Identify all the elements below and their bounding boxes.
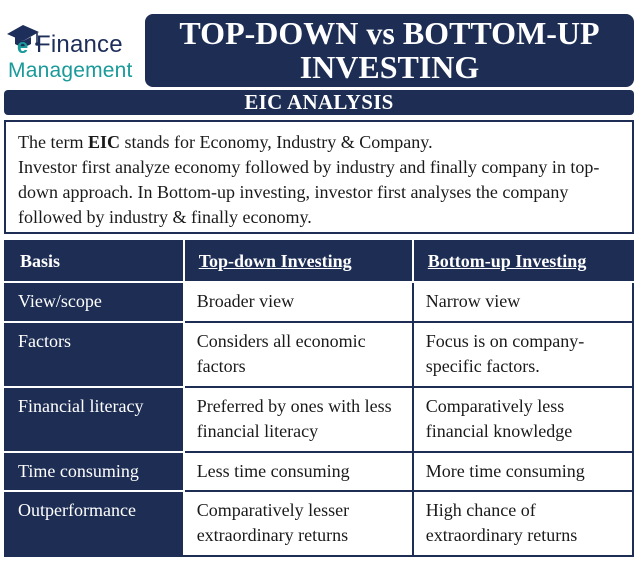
column-header-bottom-up: Bottom-up Investing bbox=[411, 240, 635, 283]
table-row: Outperformance Comparatively lesser extr… bbox=[4, 490, 635, 557]
page-title: TOP-DOWN vs BOTTOM-UP INVESTING bbox=[145, 16, 634, 84]
title-line-2: INVESTING bbox=[299, 49, 480, 85]
title-line-1: TOP-DOWN vs BOTTOM-UP bbox=[179, 15, 600, 51]
row-basis-cell: View/scope bbox=[4, 281, 185, 323]
row-basis-cell: Factors bbox=[4, 321, 185, 388]
graduation-cap-e-icon: e bbox=[7, 25, 39, 54]
brand-logo: e Finance Management bbox=[4, 18, 146, 82]
bottom-up-cell: High chance of extraordinary returns bbox=[411, 490, 635, 557]
top-down-cell: Less time consuming bbox=[182, 451, 414, 492]
row-basis-cell: Outperformance bbox=[4, 490, 185, 557]
table-row: Factors Considers all economic factors F… bbox=[4, 321, 635, 388]
svg-text:e: e bbox=[17, 36, 28, 54]
intro-text: stands for Economy, Industry & Company. bbox=[120, 132, 433, 152]
top-down-cell: Broader view bbox=[182, 281, 414, 323]
subtitle: EIC ANALYSIS bbox=[244, 90, 394, 114]
top-down-cell: Preferred by ones with less financial li… bbox=[182, 386, 414, 453]
table-row: Financial literacy Preferred by ones wit… bbox=[4, 386, 635, 453]
title-banner: TOP-DOWN vs BOTTOM-UP INVESTING bbox=[145, 14, 634, 87]
bottom-up-cell: Narrow view bbox=[411, 281, 635, 323]
subtitle-banner: EIC ANALYSIS bbox=[4, 90, 634, 115]
comparison-table: Basis Top-down Investing Bottom-up Inves… bbox=[4, 240, 635, 557]
intro-box: The term EIC stands for Economy, Industr… bbox=[4, 120, 634, 234]
table-row: Time consuming Less time consuming More … bbox=[4, 451, 635, 492]
column-header-basis: Basis bbox=[4, 240, 185, 283]
intro-definition: The term EIC stands for Economy, Industr… bbox=[18, 130, 624, 155]
logo-text-finance: Finance bbox=[36, 31, 123, 58]
intro-explanation: Investor first analyze economy followed … bbox=[18, 157, 600, 227]
column-header-top-down: Top-down Investing bbox=[182, 240, 414, 283]
bottom-up-cell: Focus is on company-specific factors. bbox=[411, 321, 635, 388]
intro-term-bold: EIC bbox=[87, 132, 120, 152]
row-basis-cell: Time consuming bbox=[4, 451, 185, 492]
row-basis-cell: Financial literacy bbox=[4, 386, 185, 453]
intro-text: The term bbox=[18, 132, 88, 152]
table-row: View/scope Broader view Narrow view bbox=[4, 281, 635, 323]
bottom-up-cell: More time consuming bbox=[411, 451, 635, 492]
logo-text-management: Management bbox=[8, 59, 133, 82]
top-down-cell: Comparatively lesser extraordinary retur… bbox=[182, 490, 414, 557]
table-header-row: Basis Top-down Investing Bottom-up Inves… bbox=[4, 240, 635, 283]
bottom-up-cell: Comparatively less financial knowledge bbox=[411, 386, 635, 453]
top-down-cell: Considers all economic factors bbox=[182, 321, 414, 388]
